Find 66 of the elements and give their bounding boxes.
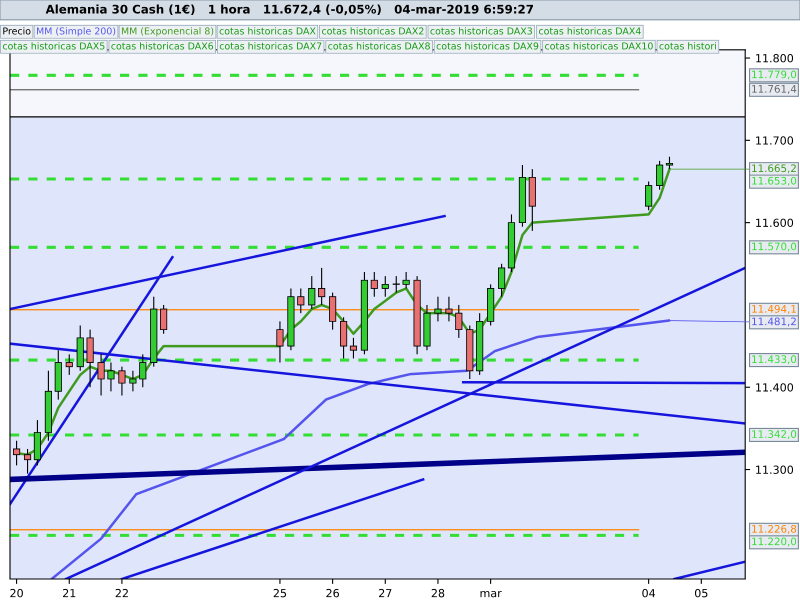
candlestick — [382, 276, 389, 298]
candlestick — [297, 288, 304, 314]
ref-line-label: 11.494,1 — [752, 305, 796, 314]
ref-line-label: 11.220,0 — [752, 537, 796, 546]
x-tick-label: 27 — [379, 588, 392, 598]
text: cotas historicas DAX3 — [430, 27, 532, 35]
text: MM (Simple 200) — [37, 27, 116, 36]
text: cotas historicas DAX7 — [220, 42, 322, 50]
x-tick-label: 21 — [63, 588, 76, 598]
candlestick — [350, 337, 358, 359]
annotation: 11.665,2 — [752, 164, 796, 174]
candlestick — [434, 296, 442, 322]
candlestick — [656, 160, 664, 190]
ref-line-label: 11.653,0 — [752, 176, 796, 186]
text: cotas historicas DAX10 — [545, 42, 653, 50]
ref-line-label: 11.570,0 — [752, 242, 796, 252]
candlestick — [129, 370, 136, 392]
text: MM (Exponencial 8) — [122, 27, 214, 36]
candlestick — [97, 354, 105, 396]
x-tick-label: 22 — [116, 588, 128, 598]
candlestick — [107, 362, 115, 392]
text: cotas historicas DAX — [220, 27, 316, 35]
y-tick-label: 11.600 — [756, 218, 794, 228]
x-tick-label: 25 — [274, 588, 286, 598]
y-tick-label: 11.400 — [756, 383, 794, 392]
candlestick — [13, 440, 20, 466]
candlestick — [455, 304, 462, 338]
candlestick — [498, 263, 506, 298]
x-tick-label: 05 — [694, 588, 708, 598]
ref-line-label: 11.342,0 — [752, 430, 796, 440]
y-tick-label: 11.700 — [756, 136, 794, 145]
y-tick-label: 11.300 — [756, 466, 794, 474]
text: cotas historicas DAX6 — [111, 42, 214, 50]
ref-line-label: 11.779,0 — [752, 70, 796, 80]
candlestick — [160, 304, 168, 334]
text: cotas histori — [659, 42, 716, 50]
text: cotas historicas DAX2 — [322, 27, 424, 35]
candlestick — [66, 354, 73, 376]
y-tick-label: 11.800 — [756, 54, 794, 62]
x-tick-label: 26 — [326, 588, 339, 598]
chart-title: Alemania 30 Cash (1€) 1 hora 11.672,4 (-0,05%) 04-mar-2019 6:59:27 — [46, 4, 534, 16]
ref-line-label: 11.226,8 — [752, 524, 796, 534]
text: Precio — [3, 27, 30, 35]
x-tick-label: mar — [480, 590, 502, 598]
text: cotas historicas DAX9 — [436, 42, 538, 50]
candlestick — [445, 296, 453, 322]
candlestick — [318, 267, 326, 306]
ref-line-label: 11.761,4 — [752, 85, 796, 94]
x-tick-label: 04 — [642, 588, 656, 598]
candlestick — [370, 271, 378, 298]
ref-line-label: 11.433,0 — [752, 355, 796, 364]
text: cotas historicas DAX8 — [328, 42, 430, 50]
candlestick — [402, 271, 410, 290]
x-tick-label: 20 — [10, 588, 23, 598]
text: cotas historicas DAX5 — [2, 42, 104, 50]
candlestick — [139, 354, 146, 388]
candlestick — [118, 366, 126, 396]
candlestick — [308, 276, 316, 310]
candlestick — [392, 276, 400, 294]
candlestick — [276, 320, 284, 364]
candlestick — [24, 448, 32, 474]
candlestick — [645, 180, 652, 211]
candlestick — [666, 156, 674, 170]
annotation: 11.481,2 — [752, 318, 796, 326]
text: cotas historicas DAX4 — [538, 27, 641, 35]
x-tick-label: 28 — [432, 588, 444, 598]
